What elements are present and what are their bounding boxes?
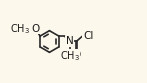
Text: N: N [66, 36, 74, 46]
Text: CH$_3$: CH$_3$ [60, 49, 80, 63]
Text: O: O [31, 24, 40, 34]
Text: Cl: Cl [83, 31, 93, 41]
Text: O: O [72, 50, 81, 60]
Text: CH$_3$: CH$_3$ [10, 22, 30, 36]
